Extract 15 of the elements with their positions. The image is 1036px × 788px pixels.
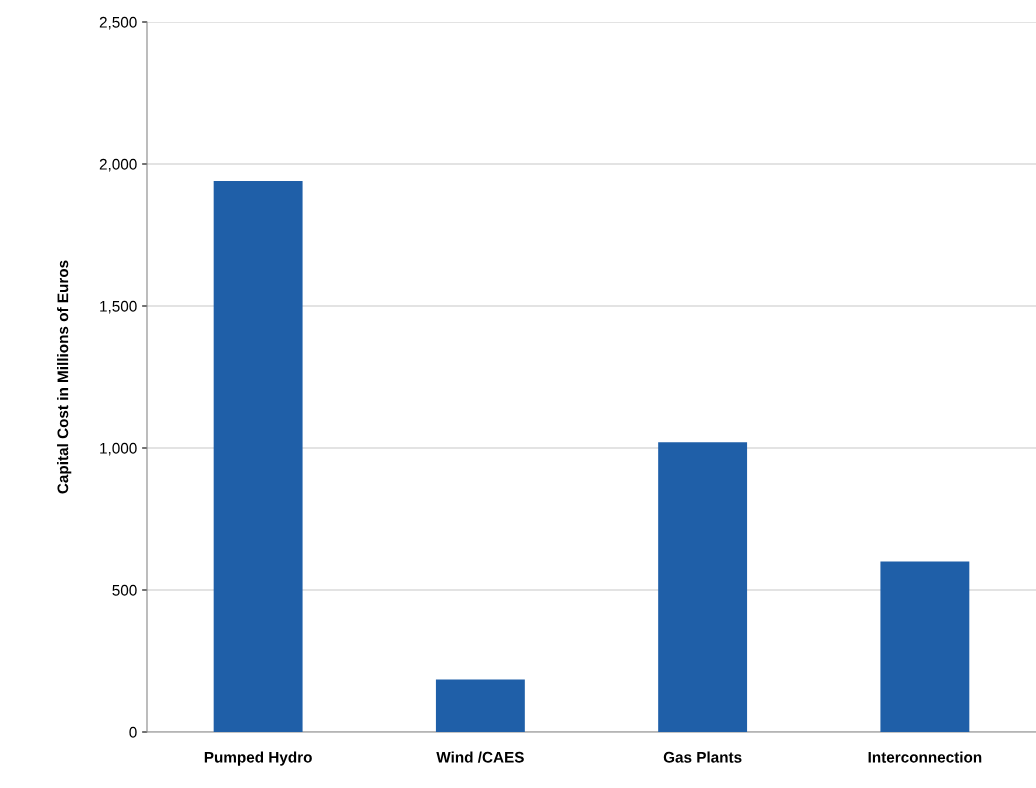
y-tick-label: 2,500 [99, 16, 137, 30]
y-tick-label: 1,000 [100, 442, 137, 456]
bar [658, 442, 748, 732]
x-tick-label: Interconnection [868, 751, 982, 763]
x-tick-label: Gas Plants [663, 751, 742, 763]
y-axis-title: Capital Cost in Millions of Euros [57, 260, 72, 494]
x-tick-label: Pumped Hydro [204, 751, 312, 766]
bar [435, 679, 525, 732]
y-tick-label: 2,000 [99, 158, 137, 172]
y-tick-label: 1,500 [100, 300, 137, 314]
bar [213, 181, 303, 732]
x-tick-label: Wind /CAES [436, 751, 524, 763]
y-tick-label: 0 [129, 726, 137, 738]
y-tick-label: 500 [112, 584, 137, 596]
bar [880, 561, 970, 732]
